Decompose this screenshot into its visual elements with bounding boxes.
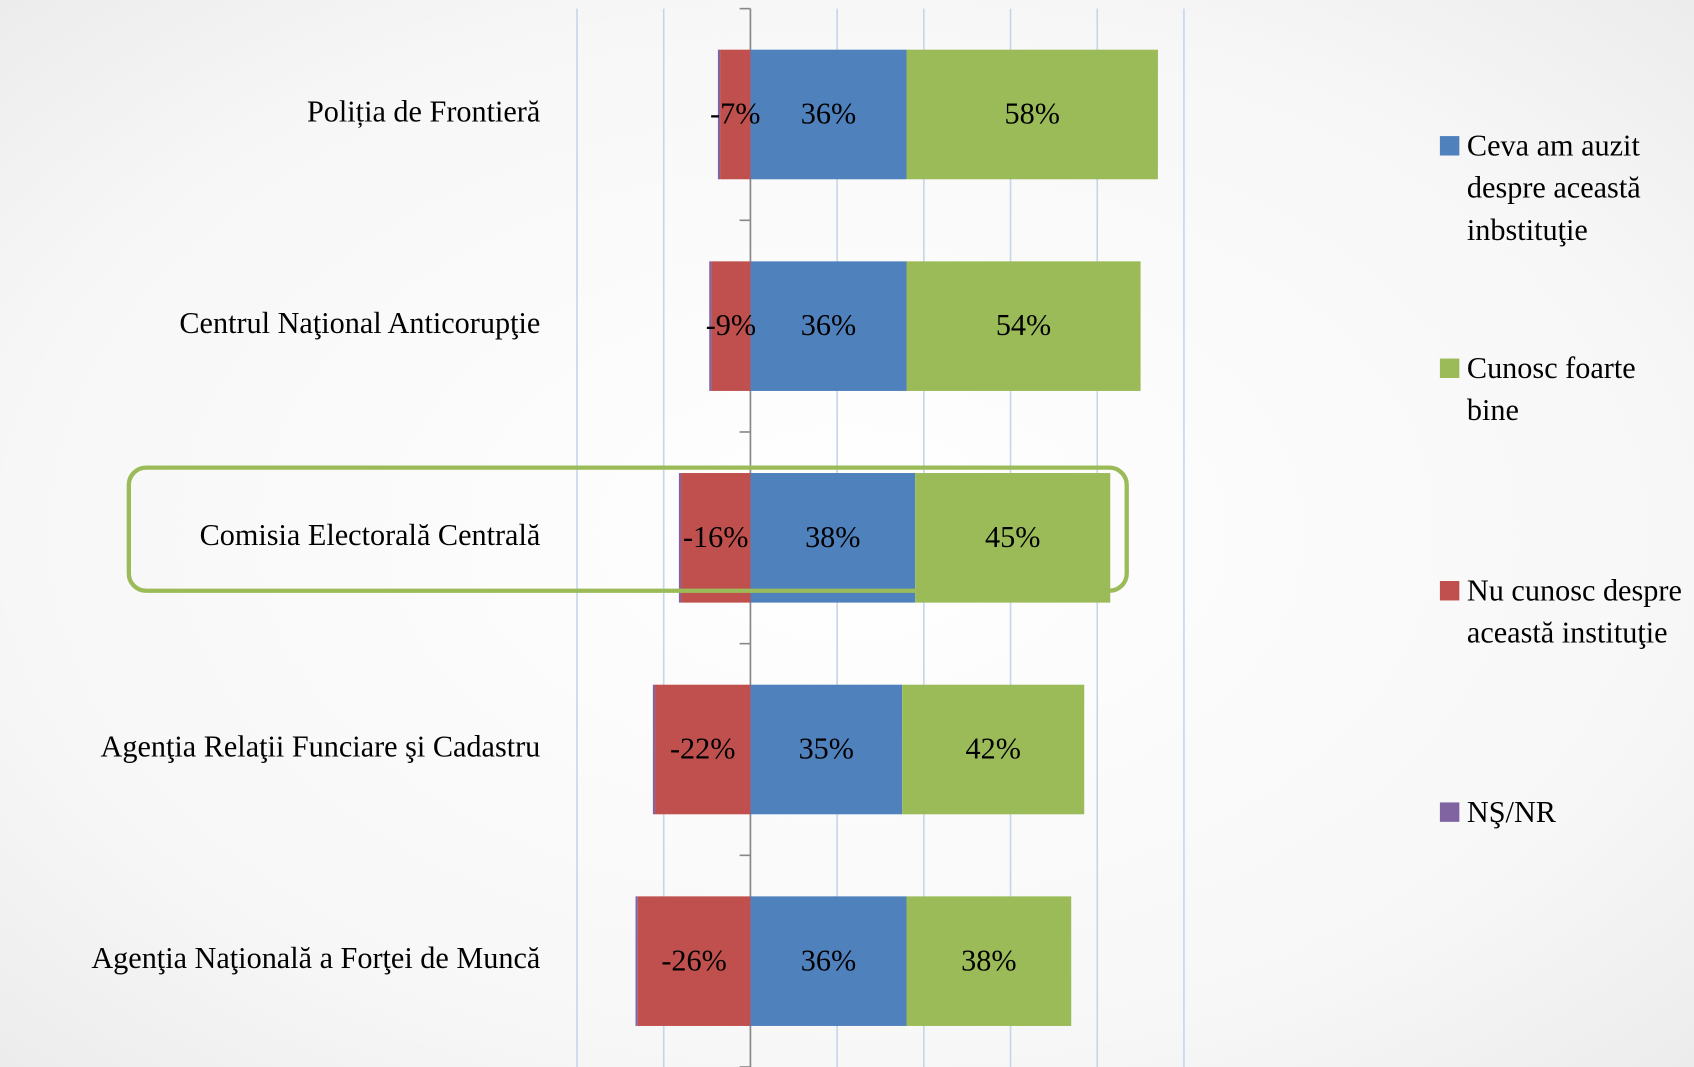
- bar-segment: [681, 473, 751, 603]
- value-label: 54%: [996, 308, 1051, 342]
- bar-segment: [635, 896, 638, 1026]
- value-label: -22%: [670, 732, 735, 766]
- legend: Ceva am auzit despre această inbstituţie…: [1439, 129, 1682, 830]
- value-label: 36%: [801, 308, 856, 342]
- value-label: 36%: [801, 943, 856, 977]
- legend-swatch: [1439, 581, 1460, 601]
- labels: Poliția de Frontieră 36% 58% -7% Centrul Naţ…: [91, 94, 1060, 977]
- legend-entry: Ceva am auzit despre această inbstituţie: [1466, 129, 1641, 248]
- bar-segment: [902, 684, 1085, 815]
- bar-segment: [906, 261, 1141, 391]
- bar-segment: [750, 896, 907, 1026]
- bar-segment: [655, 684, 751, 815]
- value-label: 38%: [805, 520, 860, 554]
- value-label: 42%: [965, 732, 1020, 766]
- bar-segment: [711, 261, 751, 391]
- value-label: -16%: [683, 520, 748, 554]
- category-label: Comisia Electorală Centrală: [200, 518, 541, 552]
- bar-segment: [750, 684, 903, 815]
- legend-label: Nu cunosc despre această instituţie: [1466, 574, 1682, 651]
- value-label: -26%: [661, 943, 726, 977]
- highlight-box: [126, 465, 1129, 593]
- bar-segment: [720, 49, 751, 180]
- value-label: 45%: [985, 520, 1040, 554]
- bar-segment: [709, 261, 712, 391]
- legend-swatch: [1439, 802, 1460, 822]
- bar-segment: [637, 896, 751, 1026]
- legend-entry: NŞ/NR: [1466, 795, 1556, 830]
- category-label: Centrul Naţional Anticorupţie: [179, 306, 540, 340]
- legend-entry: Cunosc foarte bine: [1466, 352, 1636, 428]
- bar-segment: [750, 49, 907, 180]
- value-label: -9%: [706, 308, 756, 342]
- bar-segment: [915, 473, 1111, 603]
- bars: [635, 49, 1158, 1026]
- bar-segment: [750, 261, 907, 391]
- value-label: 36%: [801, 97, 856, 131]
- legend-swatch: [1439, 136, 1460, 156]
- value-label: 58%: [1005, 97, 1060, 131]
- value-label: 38%: [961, 943, 1016, 977]
- bar-segment: [678, 473, 682, 603]
- legend-entry: Nu cunosc despre această instituţie: [1466, 574, 1682, 651]
- bar-segment: [906, 49, 1158, 180]
- legend-swatch: [1439, 358, 1460, 378]
- bar-segment: [750, 473, 916, 603]
- value-label: 35%: [799, 732, 854, 766]
- bar-segment: [906, 896, 1072, 1026]
- legend-label: Cunosc foarte bine: [1466, 352, 1636, 428]
- bar-segment: [717, 49, 721, 180]
- category-label: Poliția de Frontieră: [307, 94, 540, 128]
- legend-label: Ceva am auzit despre această inbstituţie: [1466, 129, 1641, 248]
- value-label: -7%: [710, 97, 760, 131]
- legend-label: NŞ/NR: [1466, 795, 1556, 830]
- bar-segment: [652, 684, 656, 815]
- category-label: Agenţia Naţională a Forţei de Muncă: [91, 941, 540, 975]
- category-label: Agenţia Relaţii Funciare şi Cadastru: [101, 729, 541, 763]
